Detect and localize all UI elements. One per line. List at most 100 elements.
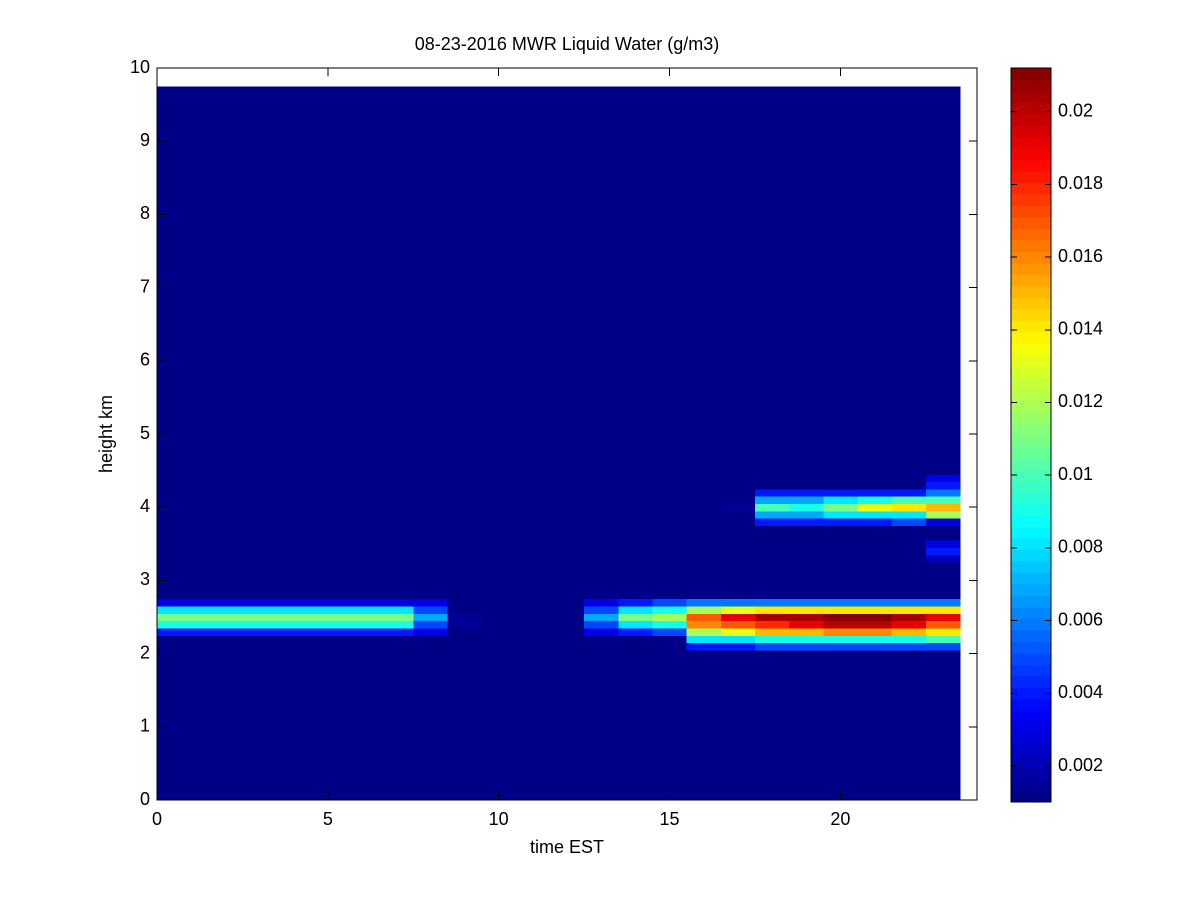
heatmap-cell xyxy=(344,606,380,614)
heatmap-cell xyxy=(720,540,756,548)
heatmap-cell xyxy=(925,547,961,556)
heatmap-cell xyxy=(515,86,551,475)
y-tick-label: 7 xyxy=(140,276,150,296)
heatmap-cell xyxy=(823,488,858,497)
heatmap-cell xyxy=(857,547,893,556)
heatmap-cell xyxy=(549,525,585,541)
heatmap-cell xyxy=(618,635,653,644)
heatmap-cell xyxy=(208,554,243,563)
heatmap-cell xyxy=(549,540,585,548)
heatmap-cell xyxy=(481,540,517,548)
heatmap-cell xyxy=(618,547,653,556)
heatmap-cell xyxy=(208,635,243,644)
heatmap-cell xyxy=(242,503,278,512)
heatmap-cell xyxy=(686,635,722,644)
heatmap-cell xyxy=(891,598,927,607)
colorbar-swatch xyxy=(1011,664,1051,677)
heatmap-cell xyxy=(242,620,278,629)
heatmap-cell xyxy=(754,613,790,622)
heatmap-cell xyxy=(652,474,688,483)
heatmap-cell xyxy=(447,525,483,541)
heatmap-cell xyxy=(208,518,243,526)
heatmap-cell xyxy=(720,554,756,563)
heatmap-cell xyxy=(344,547,380,556)
heatmap-cell xyxy=(515,547,551,556)
heatmap-cell xyxy=(823,554,858,563)
heatmap-cell xyxy=(379,86,414,475)
heatmap-cell xyxy=(925,496,961,505)
heatmap-cell xyxy=(481,474,517,483)
heatmap-cell xyxy=(515,620,551,629)
heatmap-cell xyxy=(310,554,346,563)
heatmap-cell xyxy=(174,525,209,541)
heatmap-cell xyxy=(310,488,346,497)
heatmap-cell xyxy=(584,562,619,600)
heatmap-cell xyxy=(242,86,278,475)
heatmap-cell xyxy=(925,598,961,607)
heatmap-cell xyxy=(925,525,961,541)
heatmap-cell xyxy=(891,635,927,644)
heatmap-cell xyxy=(208,488,243,497)
heatmap-cell xyxy=(276,510,312,519)
y-tick-label: 3 xyxy=(140,569,150,589)
colorbar-tick-label: 0.012 xyxy=(1058,391,1103,411)
heatmap-cell xyxy=(481,496,517,505)
colorbar-swatch xyxy=(1011,205,1051,218)
heatmap-cell xyxy=(754,86,790,475)
heatmap-cell xyxy=(157,481,175,490)
heatmap-cell xyxy=(823,518,858,526)
heatmap-cell xyxy=(276,474,312,483)
colorbar-tick-label: 0.004 xyxy=(1058,682,1103,702)
heatmap-cell xyxy=(242,488,278,497)
heatmap-cell xyxy=(447,481,483,490)
heatmap-cell xyxy=(925,635,961,644)
heatmap-cell xyxy=(823,620,858,629)
heatmap-cell xyxy=(344,86,380,475)
heatmap-cell xyxy=(686,620,722,629)
heatmap-cell xyxy=(447,598,483,607)
heatmap-cell xyxy=(413,613,448,622)
heatmap-cell xyxy=(584,620,619,629)
heatmap-cell xyxy=(686,518,722,526)
heatmap-cell xyxy=(754,562,790,600)
heatmap-cell xyxy=(618,598,653,607)
heatmap-cell xyxy=(310,627,346,636)
heatmap-cell xyxy=(174,635,209,644)
colorbar-swatch xyxy=(1011,297,1051,310)
colorbar-swatch xyxy=(1011,584,1051,597)
heatmap-cell xyxy=(447,613,483,622)
colorbar-tick-label: 0.01 xyxy=(1058,464,1093,484)
heatmap-cell xyxy=(789,606,824,614)
heatmap-cell xyxy=(481,86,517,475)
heatmap-cell xyxy=(157,518,175,526)
heatmap-cell xyxy=(157,613,175,622)
heatmap-cell xyxy=(652,613,688,622)
heatmap-cell xyxy=(823,503,858,512)
heatmap-cell xyxy=(549,496,585,505)
heatmap-cell xyxy=(618,496,653,505)
heatmap-cell xyxy=(720,598,756,607)
y-tick-label: 9 xyxy=(140,130,150,150)
heatmap-cell xyxy=(379,547,414,556)
colorbar-tick-label: 0.02 xyxy=(1058,100,1093,120)
heatmap-cell xyxy=(481,620,517,629)
heatmap-cell xyxy=(618,620,653,629)
heatmap-cell xyxy=(584,547,619,556)
heatmap-cell xyxy=(157,649,175,801)
heatmap-cell xyxy=(891,481,927,490)
heatmap-cell xyxy=(208,562,243,600)
heatmap-cell xyxy=(720,488,756,497)
heatmap-cell xyxy=(857,613,893,622)
heatmap-cell xyxy=(174,518,209,526)
heatmap-cell xyxy=(584,503,619,512)
heatmap-cell xyxy=(857,562,893,600)
heatmap-cell xyxy=(823,606,858,614)
heatmap-cell xyxy=(789,86,824,475)
heatmap-cell xyxy=(344,649,380,801)
heatmap-cell xyxy=(344,562,380,600)
colorbar-tick-label: 0.016 xyxy=(1058,246,1103,266)
y-tick-label: 6 xyxy=(140,350,150,370)
heatmap-cell xyxy=(925,481,961,490)
heatmap-cell xyxy=(891,606,927,614)
heatmap-cell xyxy=(157,642,175,651)
